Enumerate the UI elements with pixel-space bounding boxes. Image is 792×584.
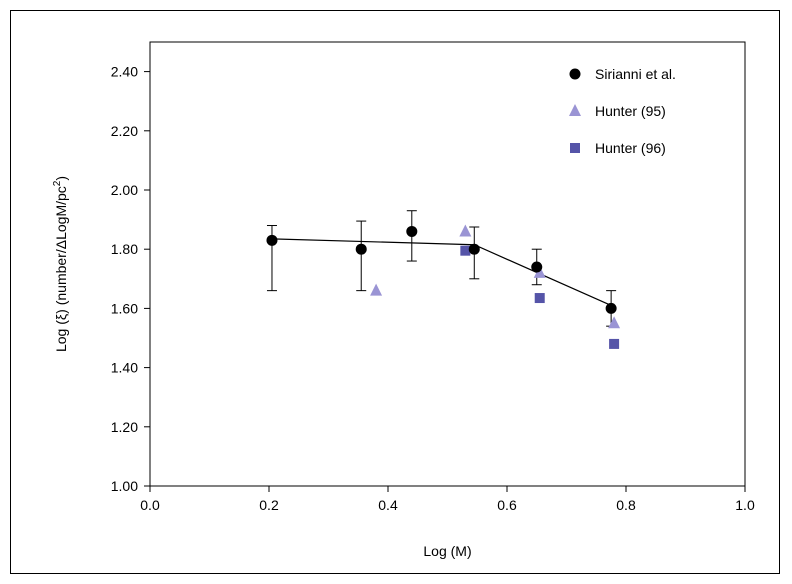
data-point-circle xyxy=(266,234,278,246)
x-tick-label: 0.6 xyxy=(497,497,517,513)
data-point-triangle xyxy=(370,283,383,296)
legend-label: Sirianni et al. xyxy=(595,66,676,82)
legend-label: Hunter (96) xyxy=(595,140,666,156)
figure-frame xyxy=(10,10,780,574)
marks xyxy=(266,210,621,349)
y-tick-label: 1.00 xyxy=(111,478,138,494)
fit-line xyxy=(271,238,612,306)
data-point-square xyxy=(534,293,545,304)
legend-marker-triangle xyxy=(569,104,581,116)
legend-marker-square xyxy=(570,143,580,153)
y-tick-label: 1.20 xyxy=(111,419,138,435)
x-tick-label: 0.2 xyxy=(259,497,279,513)
data-point-circle xyxy=(355,243,367,255)
y-tick-label: 1.40 xyxy=(111,360,138,376)
y-tick-label: 2.20 xyxy=(111,123,138,139)
data-point-circle xyxy=(605,302,617,314)
data-point-triangle xyxy=(459,224,472,237)
x-axis-label: Log (M) xyxy=(423,543,471,559)
data-point-triangle xyxy=(533,265,546,278)
legend-label: Hunter (95) xyxy=(595,103,666,119)
data-point-circle xyxy=(406,225,418,237)
y-tick-label: 2.40 xyxy=(111,64,138,80)
data-point-circle xyxy=(531,261,543,273)
x-tick-label: 1.0 xyxy=(735,497,755,513)
plot-area-border xyxy=(149,41,746,487)
data-point-circle xyxy=(468,243,480,255)
y-axis-label-sup: 2 xyxy=(52,180,63,186)
y-tick-label: 1.80 xyxy=(111,241,138,257)
y-tick-label: 1.60 xyxy=(111,300,138,316)
y-axis-label: Log (ξ) (number/ΔLogM/pc2) xyxy=(52,176,69,352)
legend-marker-circle xyxy=(569,68,581,80)
x-tick-label: 0.8 xyxy=(616,497,636,513)
y-axis-label-main: Log (ξ) (number/ΔLogM/pc xyxy=(53,186,69,352)
data-point-square xyxy=(460,245,471,256)
legend: Sirianni et al. Hunter (95) Hunter (96) xyxy=(569,66,676,156)
axes: 0.0 0.2 0.4 0.6 0.8 1.0 1.00 1.20 1.40 1.60 1.80 2.… xyxy=(111,41,755,513)
y-axis-label-close: ) xyxy=(53,176,69,181)
x-tick-label: 0.4 xyxy=(378,497,398,513)
data-point-square xyxy=(609,338,620,349)
y-tick-label: 2.00 xyxy=(111,182,138,198)
x-tick-label: 0.0 xyxy=(140,497,160,513)
data-point-triangle xyxy=(608,316,621,329)
